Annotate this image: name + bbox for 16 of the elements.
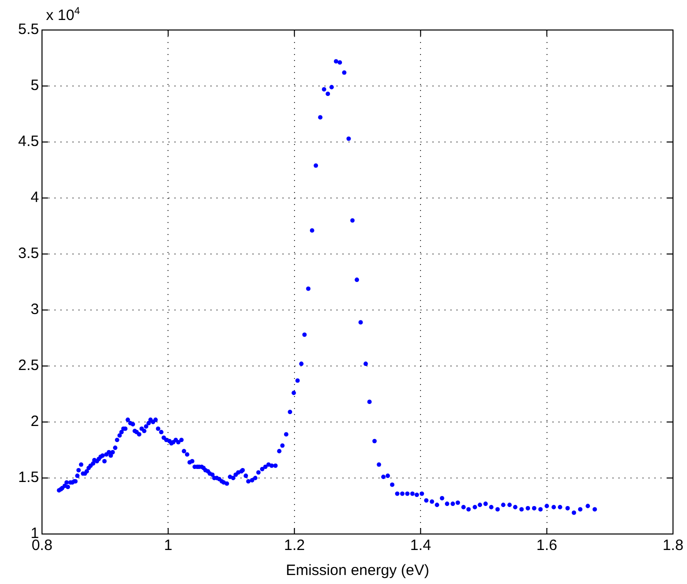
y-tick-label: 2 bbox=[30, 413, 39, 430]
y-tick-label: 3.5 bbox=[18, 245, 39, 262]
y-tick-label: 1.5 bbox=[18, 469, 39, 486]
text: x 10$^{4}$ bbox=[46, 6, 80, 24]
y-tick-label: 4 bbox=[30, 189, 39, 206]
y-tick-label: 5 bbox=[30, 77, 39, 94]
x-tick-label: 1 bbox=[164, 537, 172, 554]
x-tick-label: 1.4 bbox=[410, 537, 432, 554]
x-tick-label: 1.2 bbox=[284, 537, 305, 554]
y-tick-label: 4.5 bbox=[18, 133, 39, 150]
y-tick-label: 3 bbox=[30, 301, 39, 318]
x-axis-title: Emission energy (eV) bbox=[286, 562, 430, 580]
y-tick-label: 5.5 bbox=[18, 21, 39, 38]
y-tick-label: 2.5 bbox=[18, 357, 39, 374]
x-tick-label: 1.8 bbox=[662, 537, 684, 554]
x-tick-label: 1.6 bbox=[536, 537, 558, 554]
